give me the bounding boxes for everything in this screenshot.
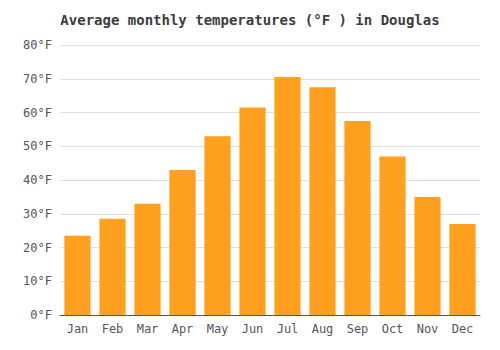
svg-text:Mar: Mar [137,322,159,336]
svg-text:Oct: Oct [382,322,404,336]
svg-text:70°F: 70°F [23,72,52,86]
svg-text:May: May [207,322,229,336]
svg-text:Sep: Sep [347,322,369,336]
svg-text:80°F: 80°F [23,38,52,52]
svg-text:Jun: Jun [242,322,264,336]
svg-text:Feb: Feb [102,322,124,336]
svg-text:Average monthly temperatures (: Average monthly temperatures (°F ) in Do… [60,12,439,28]
svg-text:Apr: Apr [172,322,194,336]
svg-text:Dec: Dec [452,322,474,336]
svg-text:20°F: 20°F [23,241,52,255]
svg-text:Nov: Nov [417,322,439,336]
svg-text:60°F: 60°F [23,106,52,120]
svg-text:Aug: Aug [312,322,334,336]
svg-text:40°F: 40°F [23,173,52,187]
svg-text:30°F: 30°F [23,207,52,221]
svg-text:Jul: Jul [277,322,299,336]
svg-text:Jan: Jan [67,322,89,336]
svg-text:0°F: 0°F [30,308,52,322]
svg-text:10°F: 10°F [23,274,52,288]
svg-text:50°F: 50°F [23,139,52,153]
